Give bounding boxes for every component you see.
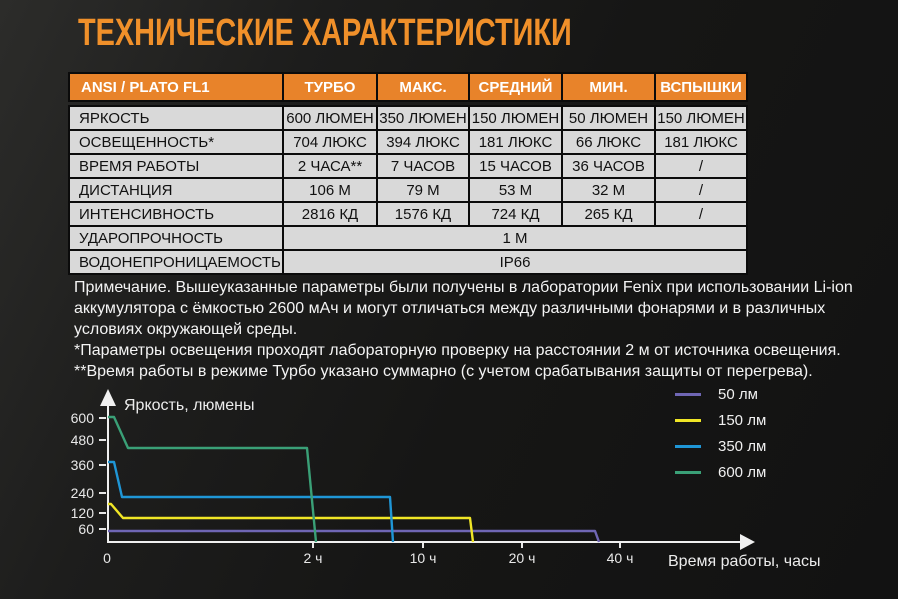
row-label-distance: ДИСТАНЦИЯ bbox=[70, 179, 282, 201]
row-label-brightness: ЯРКОСТЬ bbox=[70, 107, 282, 129]
legend-label: 150 лм bbox=[718, 411, 767, 429]
row-label-waterproof: ВОДОНЕПРОНИЦАЕМОСТЬ bbox=[70, 251, 282, 273]
y-tick-label: 120 bbox=[71, 505, 95, 521]
cell-value: 181 ЛЮКС bbox=[470, 131, 561, 153]
cell-value: 181 ЛЮКС bbox=[656, 131, 746, 153]
cell-value: 265 КД bbox=[563, 203, 654, 225]
note-line: **Время работы в режиме Турбо указано су… bbox=[74, 363, 813, 380]
legend-item-50lm: 50 лм bbox=[674, 385, 766, 403]
series-line-350lm bbox=[108, 460, 395, 543]
series-line-600lm bbox=[108, 415, 318, 543]
x-tick-label: 0 bbox=[103, 550, 111, 566]
y-axis-title: Яркость, люмены bbox=[124, 397, 254, 414]
cell-impact-value: 1 М bbox=[284, 227, 746, 249]
legend-swatch-icon bbox=[675, 392, 701, 396]
x-tick-label: 2 ч bbox=[304, 550, 323, 566]
cell-waterproof-value: IP66 bbox=[284, 251, 746, 273]
header-cell-turbo: ТУРБО bbox=[284, 74, 376, 100]
cell-value: 350 ЛЮМЕН bbox=[378, 107, 468, 129]
legend-swatch-icon bbox=[675, 418, 701, 422]
x-axis-arrow-icon bbox=[740, 534, 755, 550]
spec-table-body: ЯРКОСТЬ 600 ЛЮМЕН 350 ЛЮМЕН 150 ЛЮМЕН 50… bbox=[68, 105, 748, 275]
cell-value: 79 М bbox=[378, 179, 468, 201]
x-tick-label: 10 ч bbox=[410, 550, 437, 566]
cell-value: 150 ЛЮМЕН bbox=[470, 107, 561, 129]
y-tick-label: 600 bbox=[71, 410, 95, 426]
series-line-150lm bbox=[108, 502, 475, 543]
cell-value: 106 М bbox=[284, 179, 376, 201]
row-label-runtime: ВРЕМЯ РАБОТЫ bbox=[70, 155, 282, 177]
series-line-50lm bbox=[108, 529, 601, 543]
y-tick-label: 60 bbox=[78, 521, 94, 537]
chart-legend: 50 лм 150 лм 350 лм 600 лм bbox=[674, 386, 766, 490]
row-label-impact: УДАРОПРОЧНОСТЬ bbox=[70, 227, 282, 249]
cell-value: / bbox=[656, 179, 746, 201]
legend-item-350lm: 350 лм bbox=[674, 437, 767, 455]
cell-value: 53 М bbox=[470, 179, 561, 201]
legend-swatch-icon bbox=[675, 470, 701, 474]
legend-item-600lm: 600 лм bbox=[674, 463, 767, 481]
note-line: аккумулятора с ёмкостью 2600 мАч и могут… bbox=[74, 300, 826, 317]
y-axis-arrow-icon bbox=[100, 389, 116, 406]
legend-swatch-icon bbox=[675, 444, 701, 448]
spec-table: ANSI / PLATO FL1 ТУРБО МАКС. СРЕДНИЙ МИН… bbox=[68, 72, 748, 275]
header-cell-mid: СРЕДНИЙ bbox=[470, 74, 561, 100]
row-label-illuminance: ОСВЕЩЕННОСТЬ* bbox=[70, 131, 282, 153]
cell-value: 1576 КД bbox=[378, 203, 468, 225]
y-tick-label: 360 bbox=[71, 457, 95, 473]
cell-value: 15 ЧАСОВ bbox=[470, 155, 561, 177]
cell-value: / bbox=[656, 155, 746, 177]
header-cell-strobe: ВСПЫШКИ bbox=[656, 74, 746, 100]
legend-item-150lm: 150 лм bbox=[674, 411, 767, 429]
cell-value: 2816 КД bbox=[284, 203, 376, 225]
spec-table-header-row: ANSI / PLATO FL1 ТУРБО МАКС. СРЕДНИЙ МИН… bbox=[68, 72, 748, 102]
note-line: Примечание. Вышеуказанные параметры были… bbox=[74, 279, 853, 296]
x-tick-label: 20 ч bbox=[509, 550, 536, 566]
row-label-intensity: ИНТЕНСИВНОСТЬ bbox=[70, 203, 282, 225]
legend-label: 350 лм bbox=[718, 437, 767, 455]
cell-value: 704 ЛЮКС bbox=[284, 131, 376, 153]
cell-value: 150 ЛЮМЕН bbox=[656, 107, 746, 129]
page-title: ТЕХНИЧЕСКИЕ ХАРАКТЕРИСТИКИ bbox=[78, 12, 572, 54]
header-cell-max: МАКС. bbox=[378, 74, 468, 100]
header-cell-min: МИН. bbox=[563, 74, 654, 100]
cell-value: 7 ЧАСОВ bbox=[378, 155, 468, 177]
cell-value: 36 ЧАСОВ bbox=[563, 155, 654, 177]
runtime-chart: 600 480 360 240 120 60 0 2 ч 10 ч 20 ч 4… bbox=[71, 389, 821, 570]
x-tick-label: 40 ч bbox=[607, 550, 634, 566]
header-cell-standard: ANSI / PLATO FL1 bbox=[70, 74, 282, 100]
cell-value: 724 КД bbox=[470, 203, 561, 225]
cell-value: / bbox=[656, 203, 746, 225]
y-tick-label: 480 bbox=[71, 432, 95, 448]
cell-value: 32 М bbox=[563, 179, 654, 201]
cell-value: 600 ЛЮМЕН bbox=[284, 107, 376, 129]
notes-block: Примечание. Вышеуказанные параметры были… bbox=[74, 277, 878, 382]
cell-value: 394 ЛЮКС bbox=[378, 131, 468, 153]
note-line: *Параметры освещения проходят лабораторн… bbox=[74, 342, 841, 359]
legend-label: 50 лм bbox=[718, 385, 758, 403]
legend-label: 600 лм bbox=[718, 463, 767, 481]
note-line: условиях окружающей среды. bbox=[74, 321, 298, 338]
cell-value: 66 ЛЮКС bbox=[563, 131, 654, 153]
x-axis-title: Время работы, часы bbox=[668, 553, 821, 570]
cell-value: 50 ЛЮМЕН bbox=[563, 107, 654, 129]
cell-value: 2 ЧАСА** bbox=[284, 155, 376, 177]
y-tick-label: 240 bbox=[71, 485, 95, 501]
